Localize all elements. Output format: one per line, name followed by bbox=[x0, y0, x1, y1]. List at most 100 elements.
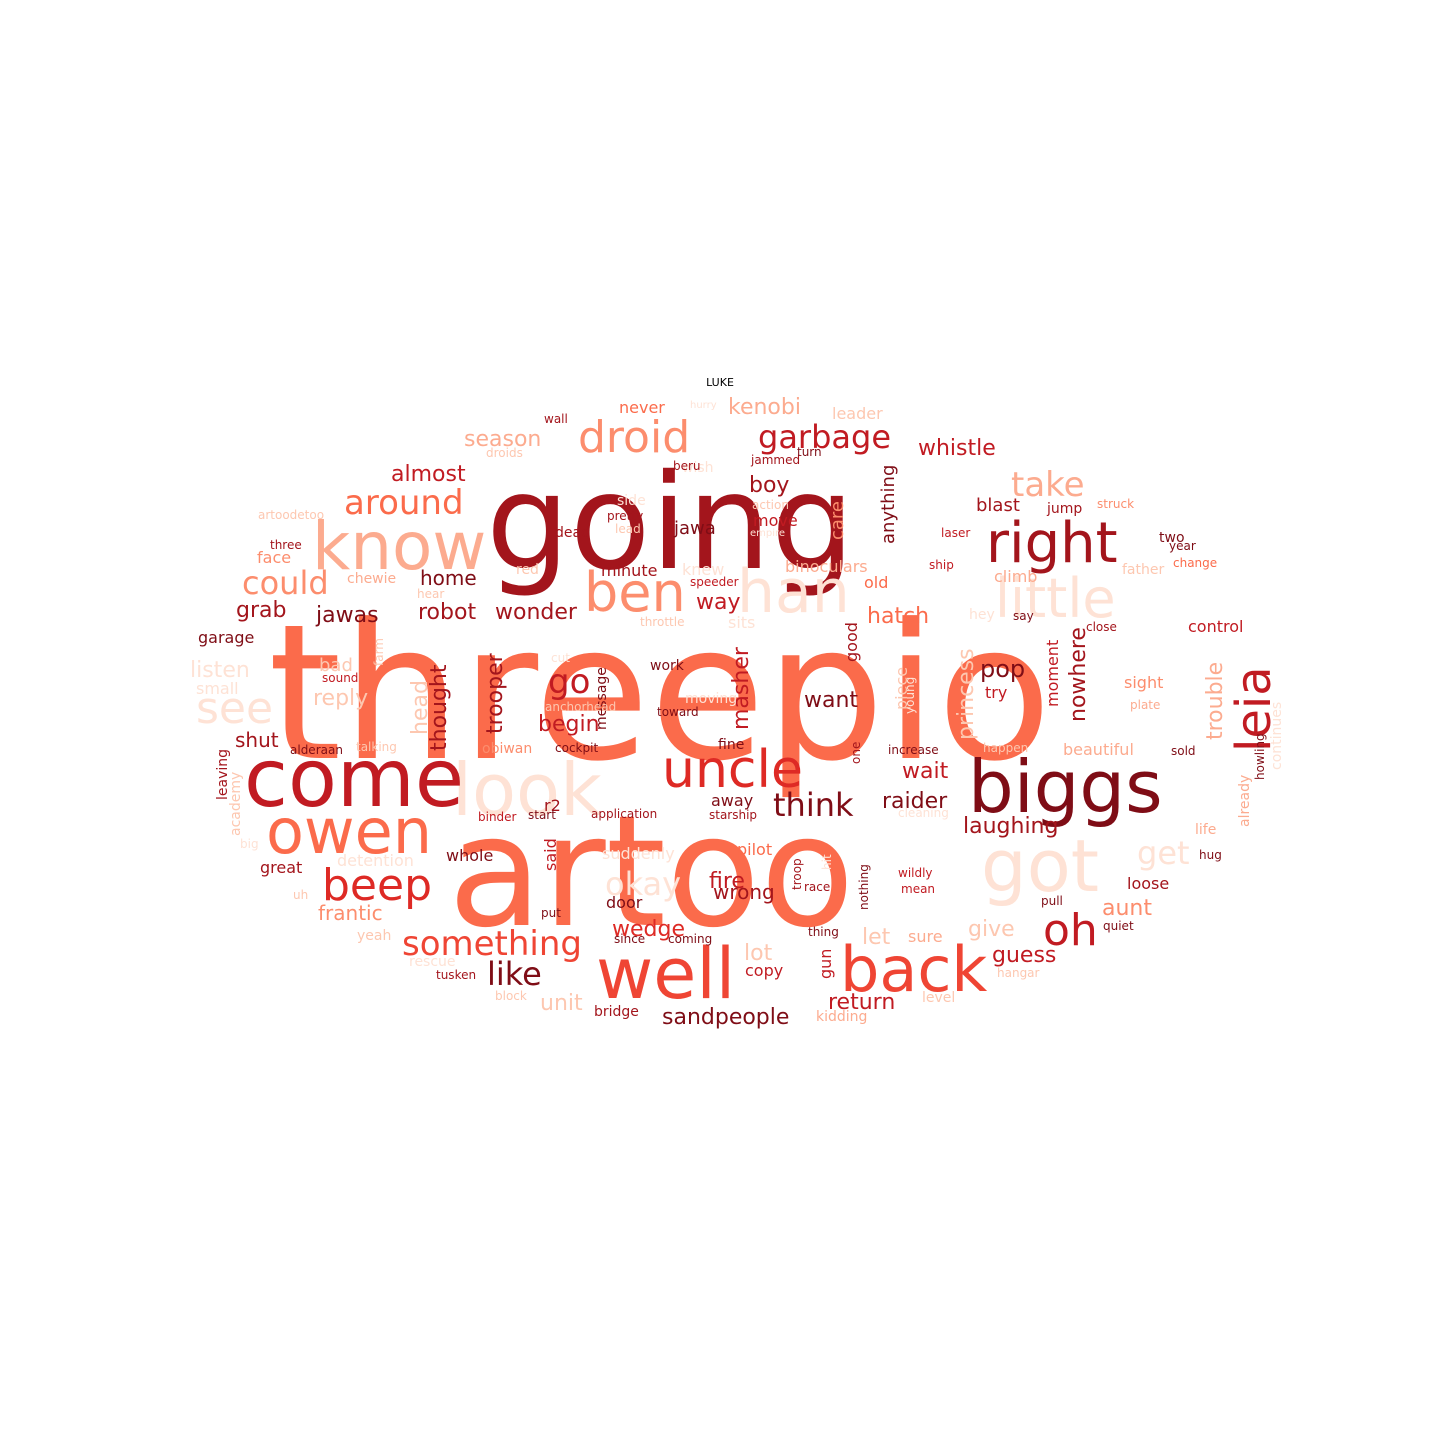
word-boy: boy bbox=[749, 473, 789, 498]
word-leaving: leaving bbox=[215, 749, 231, 800]
word-jammed: jammed bbox=[750, 453, 800, 467]
word-struck: struck bbox=[1097, 497, 1134, 511]
word-empire: empire bbox=[750, 528, 785, 539]
word-yeah: yeah bbox=[357, 928, 391, 944]
word-reply: reply bbox=[313, 686, 368, 711]
word-raider: raider bbox=[882, 789, 948, 814]
word-nothing: nothing bbox=[857, 864, 871, 910]
word-old: old bbox=[864, 573, 888, 592]
word-return: return bbox=[828, 990, 895, 1015]
word-ship: ship bbox=[929, 558, 954, 572]
word-masher: masher bbox=[729, 646, 754, 730]
word-jawas: jawas bbox=[315, 603, 379, 628]
word-leia: leia bbox=[1226, 666, 1282, 752]
word-bad: bad bbox=[319, 655, 353, 676]
word-anchorhead: anchorhead bbox=[545, 700, 616, 714]
word-starship: starship bbox=[709, 808, 757, 822]
word-said: said bbox=[541, 838, 560, 871]
word-whole: whole bbox=[446, 846, 493, 865]
word-academy: academy bbox=[228, 772, 244, 836]
word-owen: owen bbox=[266, 795, 432, 868]
word-around: around bbox=[344, 483, 464, 523]
word-season: season bbox=[464, 427, 541, 452]
word-anything: anything bbox=[878, 465, 899, 544]
word-care: care bbox=[827, 501, 848, 540]
word-beru: beru bbox=[673, 459, 701, 473]
word-cut: cut bbox=[551, 651, 570, 665]
word-little: little bbox=[995, 567, 1116, 630]
word-action: action bbox=[752, 498, 789, 512]
word-knew: knew bbox=[682, 560, 724, 579]
word-biggs: biggs bbox=[968, 745, 1163, 829]
word-threepio: threepio bbox=[268, 584, 1052, 803]
word-two: two bbox=[1159, 530, 1185, 546]
word-level: level bbox=[922, 990, 955, 1006]
word-side: side bbox=[617, 493, 646, 509]
word-plate: plate bbox=[1130, 698, 1160, 712]
word-princess: princess bbox=[954, 648, 979, 740]
word-leader: leader bbox=[832, 404, 883, 423]
word-got: got bbox=[981, 824, 1099, 908]
word-sold: sold bbox=[1171, 744, 1196, 758]
word-garage: garage bbox=[198, 628, 254, 647]
word-increase: increase bbox=[888, 743, 939, 757]
word-climb: climb bbox=[994, 567, 1037, 586]
word-hug: hug bbox=[1199, 848, 1222, 862]
word-guess: guess bbox=[992, 943, 1056, 968]
word-jump: jump bbox=[1046, 501, 1082, 517]
word-something: something bbox=[402, 924, 582, 964]
word-away: away bbox=[711, 791, 753, 810]
word-red: red bbox=[516, 562, 539, 578]
word-say: say bbox=[1013, 609, 1034, 623]
word-give: give bbox=[968, 917, 1015, 942]
word-uncle: uncle bbox=[662, 740, 803, 800]
word-farm: farm bbox=[372, 638, 386, 666]
word-small: small bbox=[196, 679, 239, 698]
word-tusken: tusken bbox=[436, 968, 476, 982]
word-unit: unit bbox=[540, 991, 583, 1016]
word-take: take bbox=[1011, 465, 1085, 505]
word-go: go bbox=[548, 662, 590, 702]
word-throttle: throttle bbox=[640, 615, 684, 629]
word-pilot: pilot bbox=[737, 840, 772, 859]
word-droids: droids bbox=[486, 446, 523, 460]
word-pop: pop bbox=[980, 655, 1025, 683]
word-continues: continues bbox=[1269, 702, 1285, 770]
word-trooper: trooper bbox=[483, 652, 508, 734]
word-trouble: trouble bbox=[1203, 662, 1228, 740]
word-pull: pull bbox=[1041, 894, 1063, 908]
word-way: way bbox=[696, 590, 741, 615]
word-right: right bbox=[986, 511, 1118, 576]
word-want: want bbox=[804, 688, 858, 713]
word-laughing: laughing bbox=[963, 814, 1058, 839]
word-obiwan: obiwan bbox=[482, 741, 532, 757]
word-wall: wall bbox=[544, 412, 568, 426]
word-wildly: wildly bbox=[898, 866, 933, 880]
word-move: move bbox=[753, 511, 798, 530]
word-shut: shut bbox=[235, 728, 279, 752]
word-start: start bbox=[528, 808, 556, 822]
word-well: well bbox=[596, 933, 735, 1015]
word-talking: talking bbox=[356, 740, 397, 754]
word-life: life bbox=[1195, 822, 1216, 838]
word-begin: begin bbox=[538, 712, 600, 737]
word-application: application bbox=[591, 807, 657, 821]
word-kenobi: kenobi bbox=[728, 395, 801, 420]
word-see: see bbox=[196, 683, 273, 734]
word-copy: copy bbox=[745, 961, 783, 980]
word-binder: binder bbox=[478, 810, 517, 824]
word-detention: detention bbox=[337, 851, 414, 870]
word-blast: blast bbox=[976, 495, 1020, 516]
word-look: look bbox=[452, 748, 602, 832]
word-cleaning: cleaning bbox=[898, 806, 949, 820]
word-jawa: jawa bbox=[673, 518, 716, 539]
word-change: change bbox=[1173, 556, 1217, 570]
word-try: try bbox=[985, 683, 1007, 702]
word-suddenly: suddenly bbox=[602, 844, 675, 863]
word-hangar: hangar bbox=[997, 966, 1040, 980]
word-fine: fine bbox=[718, 737, 744, 753]
word-hear: hear bbox=[417, 587, 444, 601]
word-great: great bbox=[260, 858, 302, 877]
word-sound: sound bbox=[322, 671, 358, 685]
word-gun: gun bbox=[816, 949, 835, 979]
